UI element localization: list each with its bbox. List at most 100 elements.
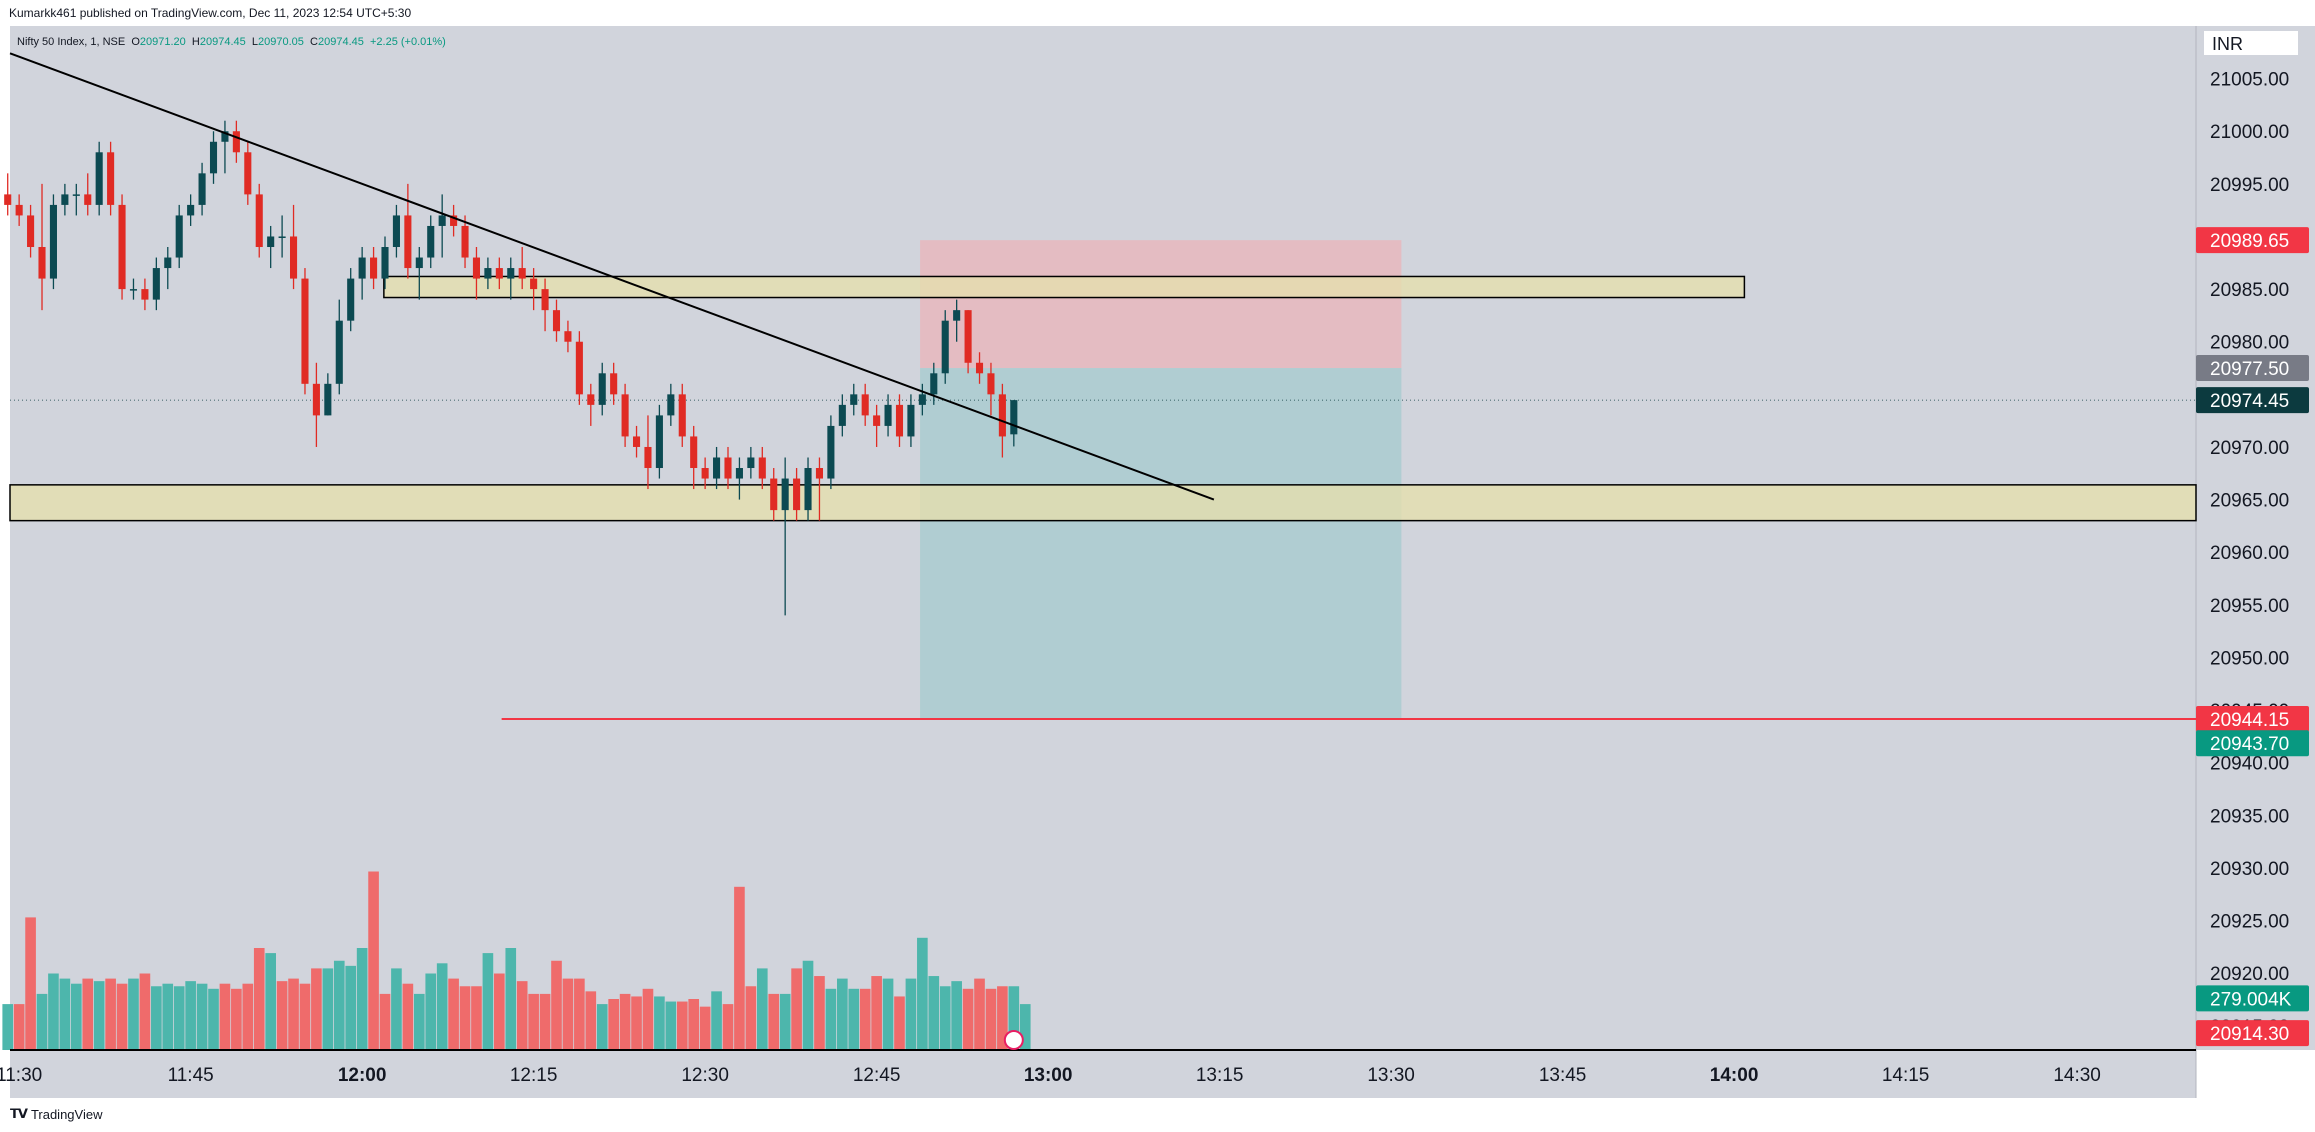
price-tick-label: 20960.00	[2210, 543, 2289, 564]
candle-body	[884, 404, 892, 426]
price-zone-2[interactable]	[9, 484, 2197, 522]
time-tick-label: 13:30	[1367, 1065, 1415, 1086]
volume-bar	[1019, 1004, 1031, 1050]
take-profit-zone[interactable]	[920, 368, 1402, 720]
price-label: 279.004K	[2210, 989, 2292, 1010]
price-tick-label: 20985.00	[2210, 280, 2289, 301]
volume-bar	[745, 986, 757, 1050]
candle-body	[701, 468, 709, 479]
volume-bar	[139, 973, 151, 1050]
volume-bar	[253, 948, 265, 1050]
lightning-icon[interactable]	[1003, 1030, 1024, 1050]
candle-body	[278, 236, 286, 238]
candle-body	[507, 268, 515, 279]
volume-bar	[905, 978, 917, 1050]
price-tick-label: 21005.00	[2210, 70, 2289, 91]
candle-body	[301, 278, 309, 384]
volume-bar	[459, 986, 471, 1050]
volume-bar	[1008, 986, 1020, 1050]
time-axis[interactable]	[10, 1050, 2196, 1098]
volume-bar	[894, 996, 905, 1050]
footer: 𝗧𝗩 TradingView	[0, 1098, 2315, 1132]
candle-body	[587, 394, 595, 405]
candle-body	[793, 478, 801, 511]
volume-bar	[574, 978, 585, 1050]
volume-bar	[402, 983, 414, 1050]
volume-bar	[654, 996, 665, 1050]
volume-bar	[482, 953, 494, 1050]
volume-bar	[185, 981, 196, 1050]
candle-body	[141, 289, 149, 300]
candle-body	[484, 268, 492, 279]
volume-bar	[391, 968, 402, 1050]
price-label-box	[2196, 1020, 2309, 1047]
volume-bar	[791, 968, 802, 1050]
candle-body	[198, 173, 206, 205]
price-label: 20989.65	[2210, 231, 2289, 252]
brand-name: TradingView	[30, 1106, 103, 1122]
volume-bar	[70, 983, 82, 1050]
volume-bar	[882, 978, 894, 1050]
volume-bar	[13, 1004, 25, 1050]
volume-bar	[631, 996, 642, 1050]
volume-bar	[962, 988, 974, 1050]
price-tick-label: 20995.00	[2210, 175, 2289, 196]
volume-bar	[368, 871, 379, 1050]
candle-body	[175, 215, 183, 258]
candle-body	[381, 247, 389, 279]
price-label: 20974.45	[2210, 391, 2289, 412]
price-axis[interactable]	[2196, 26, 2315, 1050]
price-zone-1[interactable]	[383, 275, 1746, 299]
candle-body	[461, 225, 469, 258]
candle-body	[450, 215, 458, 226]
price-label-box	[2196, 985, 2309, 1012]
candle-body	[232, 131, 240, 153]
stop-loss-zone[interactable]	[920, 240, 1402, 369]
volume-bar	[436, 963, 448, 1050]
candle-body	[518, 268, 526, 279]
time-tick-label: 12:00	[338, 1065, 387, 1086]
trendline[interactable]	[9, 52, 1215, 501]
candle-body	[713, 457, 721, 479]
volume-bar	[116, 983, 128, 1050]
tradingview-mark-icon: 𝗧𝗩	[10, 1106, 28, 1121]
candle-body	[289, 236, 298, 279]
volume-bar	[779, 993, 791, 1050]
candle-body	[15, 204, 23, 216]
candle-body	[118, 204, 126, 290]
candle-body	[758, 457, 766, 479]
volume-bar	[848, 988, 860, 1050]
candle-body	[267, 236, 275, 248]
volume-bar	[814, 976, 825, 1050]
close-label: C	[310, 36, 318, 48]
volume-bar	[825, 988, 837, 1050]
symbol-name[interactable]: Nifty 50 Index, 1, NSE	[17, 36, 126, 48]
candle-body	[61, 194, 69, 205]
candle-body	[987, 373, 995, 395]
volume-bar	[917, 937, 928, 1050]
time-tick-label: 12:30	[681, 1065, 729, 1086]
candle-body	[747, 457, 755, 469]
volume-bar	[128, 978, 139, 1050]
volume-bar	[859, 988, 871, 1050]
tradingview-logo[interactable]: 𝗧𝗩 TradingView	[10, 1106, 102, 1122]
volume-bar	[551, 960, 562, 1050]
candle-body	[838, 404, 846, 426]
price-tick-label: 20980.00	[2210, 333, 2289, 354]
candle-body	[209, 141, 218, 174]
candle-body	[610, 373, 618, 395]
candle-body	[998, 394, 1006, 437]
low-value: 20970.05	[258, 36, 304, 48]
volume-bar	[151, 986, 162, 1050]
candle-body	[941, 320, 949, 374]
price-label: 20943.70	[2210, 734, 2289, 755]
candle-body	[861, 394, 869, 416]
volume-bar	[619, 993, 631, 1050]
candle-body	[107, 152, 115, 205]
volume-bar	[299, 983, 311, 1050]
currency-selector[interactable]: INR	[2203, 30, 2299, 56]
candle-body	[975, 362, 984, 374]
volume-bar	[333, 960, 345, 1050]
volume-bar	[379, 993, 391, 1050]
